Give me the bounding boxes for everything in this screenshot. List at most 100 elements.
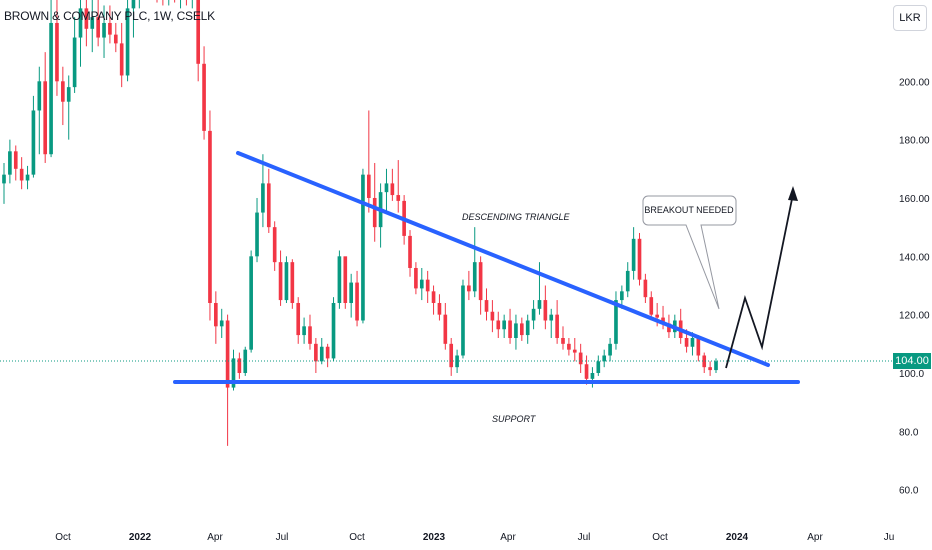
candle-down[interactable]	[55, 22, 59, 82]
candle-down[interactable]	[84, 8, 89, 29]
candle-up[interactable]	[78, 8, 83, 38]
candle-down[interactable]	[490, 311, 495, 321]
candle-up[interactable]	[2, 174, 6, 184]
candle-up[interactable]	[302, 326, 306, 336]
candle-down[interactable]	[449, 343, 454, 368]
candle-up[interactable]	[608, 343, 612, 356]
candle-down[interactable]	[13, 151, 18, 169]
candle-up[interactable]	[249, 256, 253, 350]
candle-up[interactable]	[602, 355, 607, 362]
candle-down[interactable]	[296, 302, 301, 336]
candle-down[interactable]	[367, 174, 371, 198]
candle-down[interactable]	[543, 300, 548, 321]
candle-down[interactable]	[308, 326, 312, 344]
candle-down[interactable]	[278, 262, 283, 301]
candle-down[interactable]	[467, 285, 471, 292]
currency-button[interactable]: LKR	[893, 5, 927, 31]
candle-up[interactable]	[337, 256, 342, 303]
candle-down[interactable]	[119, 43, 124, 76]
candle-up[interactable]	[590, 373, 595, 379]
candle-down[interactable]	[484, 300, 489, 312]
candle-down[interactable]	[202, 63, 206, 131]
candle-down[interactable]	[355, 282, 359, 321]
candle-down[interactable]	[408, 235, 412, 268]
candle-down[interactable]	[343, 256, 348, 303]
candle-up[interactable]	[8, 151, 12, 175]
candle-down[interactable]	[425, 279, 430, 292]
candle-up[interactable]	[131, 0, 136, 9]
candle-up[interactable]	[525, 320, 530, 336]
candle-down[interactable]	[661, 317, 665, 324]
candle-up[interactable]	[596, 361, 601, 373]
candle-up[interactable]	[31, 110, 36, 175]
candle-down[interactable]	[708, 367, 712, 371]
candle-up[interactable]	[549, 314, 554, 321]
candle-up[interactable]	[90, 17, 95, 29]
time-axis[interactable]: Oct 2022 Apr Jul Oct 2023 Apr Jul Oct 2024 Apr Ju	[55, 532, 894, 543]
candle-down[interactable]	[396, 195, 401, 201]
breakout-projection-path[interactable]	[725, 193, 794, 369]
candle-down[interactable]	[272, 227, 277, 263]
candle-up[interactable]	[125, 8, 130, 76]
candle-down[interactable]	[325, 346, 330, 359]
candle-up[interactable]	[231, 358, 236, 388]
candle-down[interactable]	[702, 355, 707, 368]
candle-down[interactable]	[561, 337, 565, 344]
candle-up[interactable]	[461, 285, 465, 356]
candle-down[interactable]	[478, 262, 483, 301]
candle-up[interactable]	[261, 183, 265, 213]
candle-up[interactable]	[49, 22, 53, 155]
candle-down[interactable]	[113, 34, 118, 44]
candle-up[interactable]	[243, 349, 248, 373]
candle-up[interactable]	[625, 270, 630, 292]
candle-down[interactable]	[19, 168, 24, 181]
candle-down[interactable]	[555, 314, 559, 338]
candle-down[interactable]	[519, 323, 524, 336]
candle-down[interactable]	[572, 349, 577, 353]
candle-up[interactable]	[384, 183, 389, 193]
candle-down[interactable]	[437, 302, 442, 315]
candle-down[interactable]	[372, 197, 377, 228]
candle-down[interactable]	[214, 302, 218, 327]
candle-up[interactable]	[614, 300, 618, 344]
candle-down[interactable]	[443, 314, 448, 344]
candle-up[interactable]	[361, 174, 365, 321]
candle-up[interactable]	[472, 262, 477, 292]
candle-down[interactable]	[655, 314, 659, 318]
candle-down[interactable]	[414, 267, 418, 289]
candle-up[interactable]	[25, 174, 30, 181]
candle-up[interactable]	[102, 22, 106, 38]
candle-up[interactable]	[37, 81, 42, 111]
candle-down[interactable]	[237, 358, 242, 373]
breakout-callout[interactable]	[642, 195, 737, 310]
candle-up[interactable]	[419, 279, 424, 289]
candle-down[interactable]	[637, 238, 642, 280]
candle-down[interactable]	[43, 81, 48, 155]
candle-down[interactable]	[196, 0, 201, 64]
candle-down[interactable]	[667, 323, 671, 333]
candle-down[interactable]	[290, 262, 295, 303]
candle-up[interactable]	[455, 355, 459, 368]
candle-up[interactable]	[219, 320, 224, 327]
candle-up[interactable]	[319, 346, 324, 362]
candle-up[interactable]	[620, 291, 624, 301]
candle-down[interactable]	[225, 320, 230, 388]
resistance-trendline[interactable]	[236, 151, 770, 367]
candle-down[interactable]	[684, 337, 689, 347]
candle-down[interactable]	[314, 343, 318, 362]
candle-up[interactable]	[72, 37, 77, 88]
candle-down[interactable]	[96, 17, 100, 38]
candle-down[interactable]	[496, 320, 501, 330]
candle-down[interactable]	[390, 183, 395, 196]
candle-up[interactable]	[349, 282, 353, 303]
candle-down[interactable]	[567, 343, 571, 350]
candle-up[interactable]	[631, 238, 636, 271]
candle-up[interactable]	[514, 323, 518, 338]
candle-up[interactable]	[531, 308, 536, 321]
price-axis[interactable]: 60.0 80.0 100.0 120.00 140.00 160.00 180.00 200…	[899, 77, 930, 496]
candle-down[interactable]	[649, 297, 654, 315]
candle-down[interactable]	[61, 81, 65, 102]
candle-up[interactable]	[284, 262, 289, 301]
candle-up[interactable]	[255, 212, 259, 257]
